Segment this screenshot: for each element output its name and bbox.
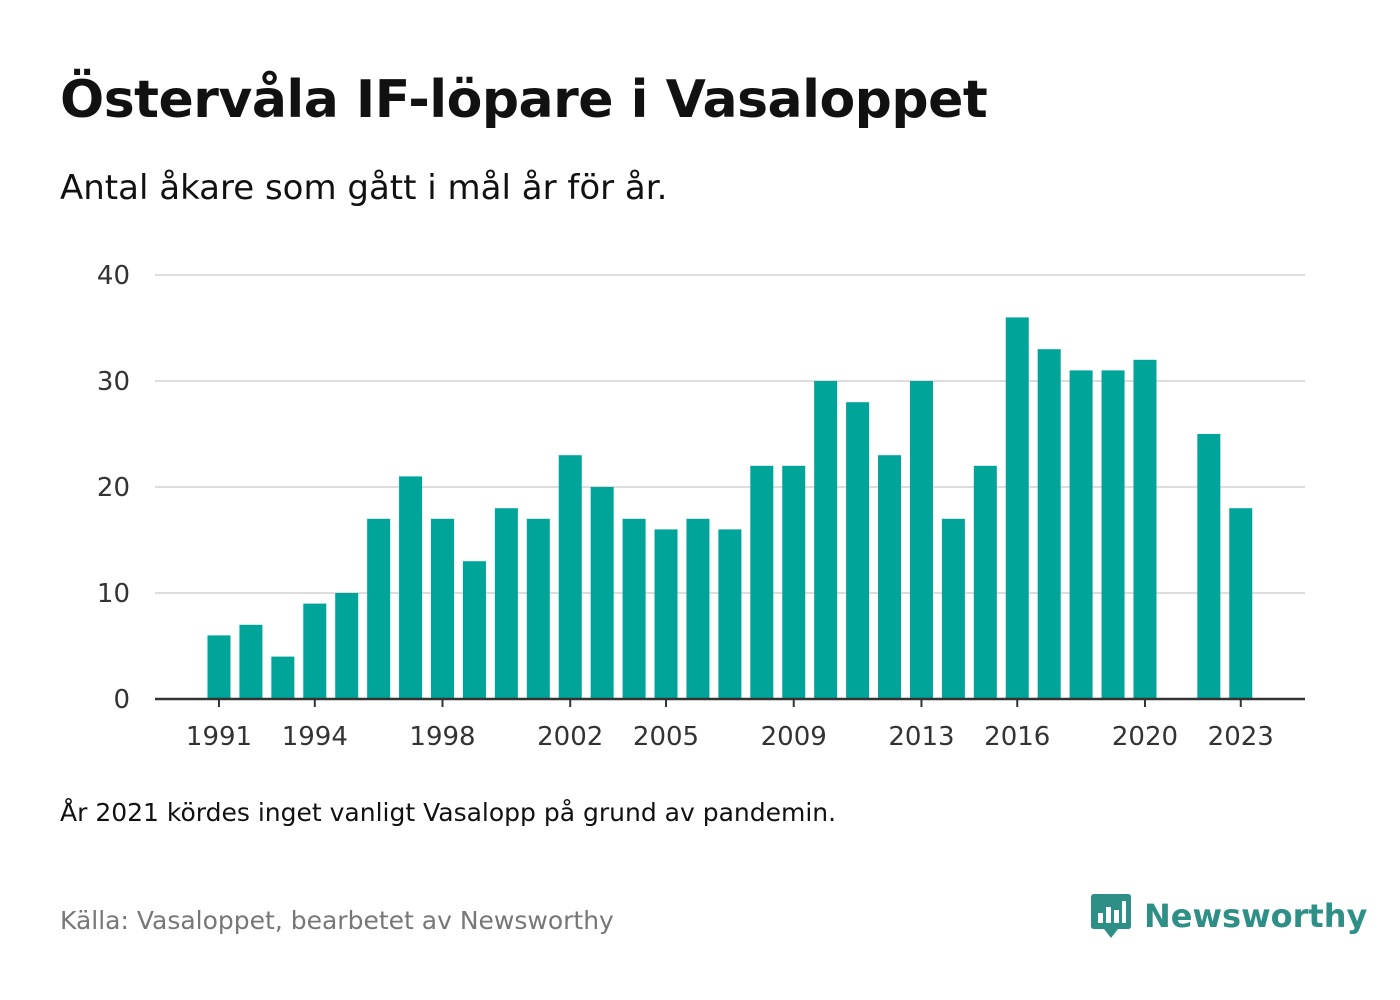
bar-2016 <box>1005 317 1029 699</box>
bar-2009 <box>782 465 806 699</box>
bar-1994 <box>303 603 327 699</box>
bar-2008 <box>750 465 774 699</box>
chart-note: År 2021 kördes inget vanligt Vasalopp på… <box>60 798 837 827</box>
bar-2014 <box>941 518 965 699</box>
y-tick-label-40: 40 <box>97 261 130 291</box>
bar-2004 <box>622 518 646 699</box>
x-tick-label-1994: 1994 <box>282 722 348 752</box>
x-tick-label-2005: 2005 <box>633 722 699 752</box>
chart-subtitle: Antal åkare som gått i mål år för år. <box>60 168 668 208</box>
bar-1997 <box>399 476 423 699</box>
bar-2010 <box>814 381 838 699</box>
x-tick-label-2016: 2016 <box>984 722 1050 752</box>
bar-1999 <box>462 561 486 699</box>
y-tick-label-30: 30 <box>97 367 130 397</box>
bar-1995 <box>335 593 359 699</box>
bars <box>207 317 1253 699</box>
bar-2017 <box>1037 349 1061 699</box>
axes: 0 10 20 30 40 1991 1994 1998 2002 2005 2009 2013 201… <box>97 261 1305 752</box>
bar-2000 <box>494 508 518 699</box>
chart-title: Östervåla IF-löpare i Vasaloppet <box>60 70 988 130</box>
bar-1998 <box>431 518 455 699</box>
bar-1996 <box>367 518 391 699</box>
y-tick-label-0: 0 <box>113 685 130 715</box>
x-tick-label-1998: 1998 <box>409 722 475 752</box>
y-tick-label-20: 20 <box>97 473 130 503</box>
bar-1991 <box>207 635 231 699</box>
bar-2003 <box>590 487 614 699</box>
bar-2006 <box>686 518 710 699</box>
x-tick-label-1991: 1991 <box>186 722 252 752</box>
bar-2015 <box>973 465 997 699</box>
logo-text: Newsworthy <box>1144 897 1368 935</box>
bar-2011 <box>846 402 870 699</box>
x-tick-label-2009: 2009 <box>761 722 827 752</box>
bar-2018 <box>1069 370 1093 699</box>
bar-2007 <box>718 529 742 699</box>
bar-2002 <box>558 455 582 699</box>
bar-2020 <box>1133 359 1157 699</box>
x-tick-label-2020: 2020 <box>1112 722 1178 752</box>
bar-1993 <box>271 656 295 699</box>
source-text: Källa: Vasaloppet, bearbetet av Newswort… <box>60 906 614 935</box>
bar-2013 <box>909 381 933 699</box>
bar-2019 <box>1101 370 1125 699</box>
x-tick-label-2002: 2002 <box>537 722 603 752</box>
bar-1992 <box>239 624 263 699</box>
y-tick-label-10: 10 <box>97 579 130 609</box>
x-tick-label-2013: 2013 <box>888 722 954 752</box>
newsworthy-logo: Newsworthy <box>1090 892 1367 940</box>
newsworthy-logo-icon <box>1091 894 1131 938</box>
x-tick-label-2023: 2023 <box>1208 722 1274 752</box>
bar-2022 <box>1197 434 1221 699</box>
bar-2001 <box>526 518 550 699</box>
bar-2012 <box>878 455 902 699</box>
bar-2005 <box>654 529 678 699</box>
bar-2023 <box>1229 508 1253 699</box>
